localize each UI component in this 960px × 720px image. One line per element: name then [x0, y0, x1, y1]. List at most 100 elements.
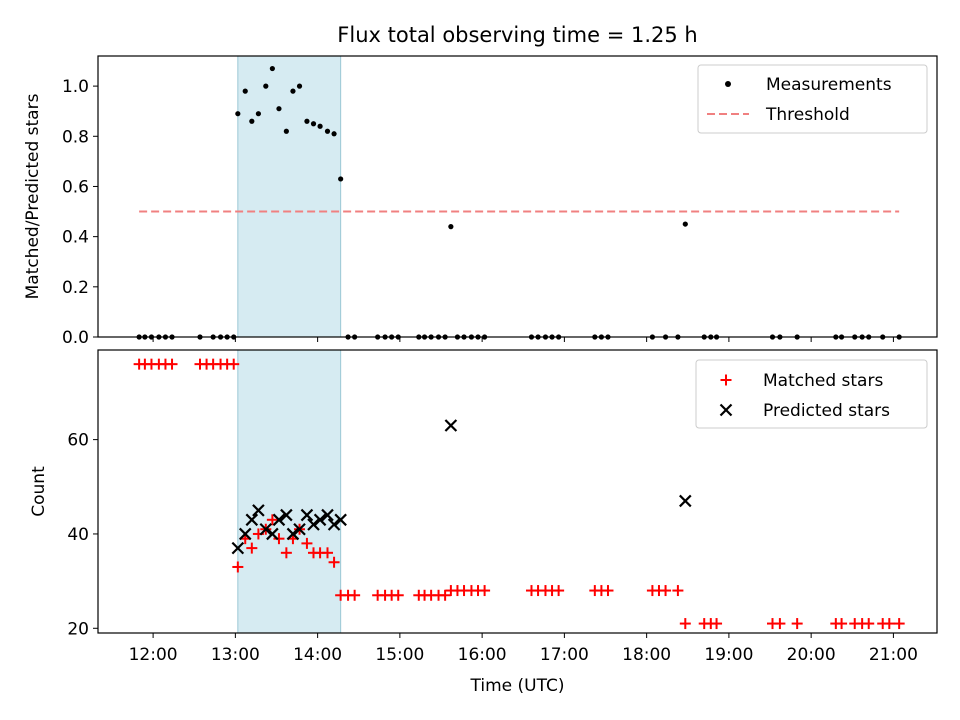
legend-predicted-marker — [719, 403, 733, 417]
y-tick-label: 20 — [67, 619, 89, 639]
y-tick-label: 60 — [67, 431, 89, 451]
matched-star-point — [602, 585, 614, 597]
legend-predicted-x — [719, 403, 733, 417]
measurement-point — [235, 111, 241, 117]
predicted-star-point — [327, 518, 341, 531]
y-tick-label: 0.8 — [62, 127, 89, 147]
predicted-star-point — [231, 541, 245, 555]
matched-star-point — [321, 547, 333, 559]
predicted-star-point — [313, 513, 327, 527]
measurement-point — [324, 128, 331, 134]
measurement-point — [263, 83, 269, 89]
measurement-point — [448, 224, 454, 230]
predicted-star-point — [259, 522, 273, 536]
bottom-y-axis-label: Count — [29, 466, 49, 517]
predicted-star-point — [286, 527, 300, 541]
predicted-star-point — [679, 494, 692, 508]
matched-star-point — [553, 585, 565, 597]
matched-star-point — [893, 618, 905, 630]
predicted-star-point — [334, 513, 347, 527]
y-tick-label: 0.2 — [62, 278, 89, 298]
legend-measurements-marker — [725, 81, 731, 87]
x-axis-label: Time (UTC) — [470, 676, 565, 696]
bottom-x-ticks: 12:00 13:00 14:00 15:00 16:00 17:00 18:00 19:00… — [129, 633, 918, 665]
matched-star-point — [266, 514, 278, 526]
legend-matched-marker — [720, 374, 732, 386]
predicted-star-point — [307, 518, 320, 531]
matched-star-point — [301, 537, 313, 549]
x-tick-label: 20:00 — [787, 645, 836, 665]
x-tick-label: 19:00 — [704, 645, 753, 665]
matched-star-point — [863, 618, 875, 630]
matched-star-point — [883, 618, 895, 630]
measurement-point — [242, 88, 248, 94]
predicted-star-point — [293, 522, 306, 536]
predicted-star-point — [238, 527, 252, 541]
y-tick-label: 0.4 — [62, 228, 89, 248]
measurement-point — [331, 131, 337, 137]
measurement-point — [338, 176, 344, 182]
measurement-point — [296, 83, 303, 89]
predicted-star-point — [245, 513, 259, 527]
matched-star-point — [791, 618, 803, 630]
predicted-star-point — [321, 508, 334, 522]
legend-predicted-label: Predicted stars — [763, 401, 890, 421]
x-tick-label: 13:00 — [211, 645, 260, 665]
measurement-point — [269, 65, 275, 72]
top-x-ticks — [152, 337, 894, 342]
matched-star-point — [836, 618, 848, 630]
x-tick-label: 16:00 — [458, 645, 507, 665]
measurement-point — [276, 106, 282, 112]
matched-star-point — [479, 585, 491, 597]
matched-star-point — [273, 533, 285, 545]
top-y-ticks: 0.0 0.2 0.4 0.6 0.8 1.0 — [62, 77, 98, 348]
predicted-star-point — [300, 508, 314, 522]
matched-star-point — [392, 589, 404, 601]
legend-matched-plus — [720, 374, 732, 386]
measurement-point — [283, 128, 289, 134]
x-tick-label: 14:00 — [293, 645, 342, 665]
x-tick-label: 15:00 — [375, 645, 424, 665]
matched-star-point — [328, 556, 340, 568]
measurement-point — [310, 121, 317, 127]
matched-star-point — [280, 547, 292, 559]
x-tick-label: 12:00 — [129, 645, 178, 665]
measurement-point — [317, 123, 323, 129]
matched-star-point — [246, 542, 258, 554]
bottom-y-ticks: 20 40 60 — [67, 431, 98, 639]
bottom-legend-box — [695, 359, 928, 429]
legend-measurements-label: Measurements — [766, 75, 892, 95]
y-tick-label: 0.0 — [62, 328, 89, 348]
predicted-star-point — [272, 513, 286, 527]
measurement-point — [255, 111, 261, 117]
measurement-point — [682, 221, 688, 227]
bottom-panel: 20 40 60 12:00 13:00 14:00 15:00 16:00 17:00 18:… — [29, 349, 938, 696]
bottom-shaded-span — [237, 349, 342, 634]
bottom-axes-frame — [97, 349, 938, 634]
measurement-point — [304, 118, 310, 124]
legend-threshold-label: Threshold — [765, 105, 850, 125]
predicted-star-point — [252, 504, 265, 517]
legend-matched-label: Matched stars — [763, 371, 883, 391]
x-tick-label: 21:00 — [869, 645, 918, 665]
top-y-axis-label: Matched/Predicted stars — [23, 93, 43, 299]
measurement-point — [249, 118, 255, 124]
matched-star-point — [439, 589, 451, 601]
chart-title: Flux total observing time = 1.25 h — [337, 23, 697, 47]
matched-star-point — [711, 618, 723, 630]
y-tick-label: 40 — [67, 525, 89, 545]
top-legend-box — [697, 64, 928, 134]
predicted-star-point — [266, 527, 279, 541]
matched-star-point — [349, 589, 361, 601]
matched-star-point — [228, 358, 240, 370]
matched-star-point — [660, 585, 672, 597]
count-points — [133, 358, 905, 630]
y-tick-label: 1.0 — [62, 77, 89, 97]
matched-star-point — [774, 618, 786, 630]
top-panel: 0.0 0.2 0.4 0.6 0.8 1.0 Flux total observing … — [23, 23, 938, 348]
y-tick-label: 0.6 — [62, 177, 89, 197]
predicted-star-point — [280, 508, 293, 522]
x-tick-label: 18:00 — [622, 645, 671, 665]
top-axes-frame — [97, 55, 938, 338]
matched-star-point — [166, 358, 178, 370]
